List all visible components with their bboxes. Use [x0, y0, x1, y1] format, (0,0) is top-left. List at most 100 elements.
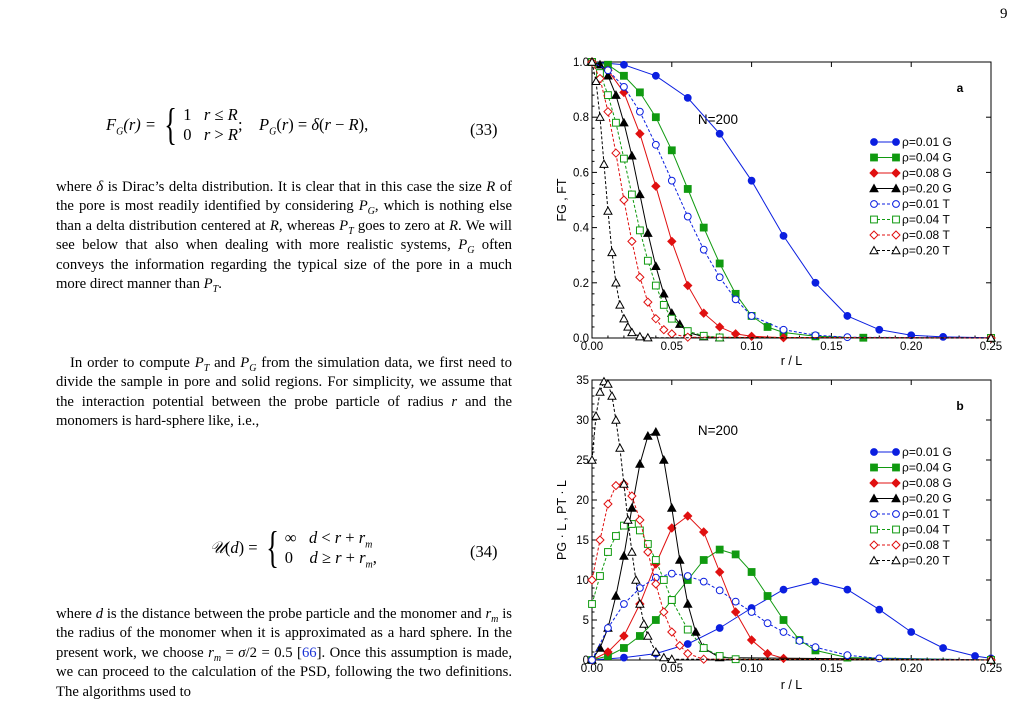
- data-point: [875, 654, 884, 663]
- data-point: [779, 231, 788, 240]
- series-line: [591, 483, 992, 661]
- data-point: [683, 93, 692, 102]
- data-point: [746, 635, 757, 645]
- legend-marker: [892, 525, 900, 534]
- legend-entry: ρ=0.08 G: [902, 166, 952, 180]
- data-point: [939, 644, 948, 652]
- paragraph-2: In order to compute PT and PG from the s…: [56, 355, 512, 430]
- legend-marker: [870, 215, 878, 224]
- data-point: [811, 643, 820, 652]
- y-tick-label: 5: [583, 615, 589, 627]
- legend-entry: ρ=0.01 G: [902, 445, 952, 459]
- x-tick-label: 0.10: [740, 663, 762, 675]
- x-tick-label: 0.00: [581, 663, 603, 675]
- data-point: [667, 236, 677, 247]
- data-point: [650, 426, 661, 436]
- legend-marker: [892, 215, 900, 224]
- data-point: [875, 325, 884, 334]
- data-point: [619, 195, 629, 205]
- legend-entry: ρ=0.20 G: [902, 182, 952, 196]
- data-point: [615, 299, 625, 309]
- legend-entry: ρ=0.01 T: [902, 507, 951, 521]
- data-point: [635, 189, 645, 199]
- data-point: [619, 313, 629, 323]
- y-tick-label: 0.0: [573, 333, 589, 345]
- data-point: [731, 550, 740, 559]
- y-tick-label: 0.2: [573, 278, 589, 290]
- data-point: [631, 574, 641, 584]
- data-point: [675, 640, 685, 651]
- series---0.08-T: [587, 57, 996, 343]
- data-point: [699, 556, 708, 564]
- data-point: [635, 272, 645, 282]
- data-point: [595, 386, 605, 396]
- data-point: [612, 118, 620, 127]
- data-point: [591, 76, 601, 86]
- data-point: [747, 568, 756, 576]
- data-point: [635, 107, 644, 116]
- data-point: [603, 499, 613, 509]
- data-point: [643, 332, 653, 342]
- data-point: [779, 585, 788, 594]
- data-point: [620, 71, 628, 80]
- data-point: [643, 297, 653, 307]
- data-point: [667, 596, 676, 604]
- legend-marker: [869, 168, 879, 178]
- data-point: [683, 332, 693, 342]
- data-point: [651, 113, 660, 122]
- data-point: [603, 647, 613, 657]
- data-point: [683, 572, 692, 580]
- legend-marker: [870, 448, 878, 456]
- data-point: [699, 577, 708, 586]
- data-point: [651, 313, 661, 324]
- data-point: [599, 159, 609, 168]
- data-point: [699, 245, 708, 254]
- legend-marker: [891, 493, 901, 503]
- data-point: [650, 261, 661, 270]
- equation-34: 𝒰(d) = { ∞ d < r + rm 0 d ≥ r + rm,: [210, 523, 377, 572]
- data-point: [763, 323, 772, 331]
- data-point: [627, 150, 637, 160]
- data-point: [620, 154, 628, 163]
- data-point: [615, 442, 625, 452]
- paragraph-1: where δ is Dirac’s delta distribution. I…: [56, 179, 512, 295]
- y-tick-label: 0.8: [573, 112, 589, 124]
- data-point: [588, 600, 596, 608]
- data-point: [619, 550, 629, 560]
- data-point: [607, 390, 617, 400]
- data-point: [587, 575, 597, 585]
- series-line: [591, 61, 992, 339]
- x-axis-label: r / L: [781, 354, 803, 368]
- data-point: [635, 515, 645, 525]
- data-point: [591, 410, 601, 420]
- data-point: [643, 256, 652, 265]
- data-point: [635, 598, 645, 608]
- citation-link[interactable]: 66: [301, 644, 317, 661]
- y-tick-label: 0: [583, 655, 589, 667]
- data-point: [683, 280, 693, 291]
- data-point: [907, 628, 916, 636]
- data-point: [659, 576, 668, 584]
- data-point: [986, 654, 996, 664]
- data-point: [699, 308, 709, 318]
- data-point: [971, 652, 979, 660]
- y-tick-label: 15: [576, 535, 589, 547]
- data-point: [612, 532, 620, 540]
- data-point: [611, 148, 621, 158]
- legend-entry: ρ=0.04 G: [902, 151, 952, 165]
- legend-marker: [869, 230, 879, 240]
- data-point: [682, 598, 693, 608]
- data-point: [620, 60, 628, 69]
- data-point: [595, 59, 605, 69]
- data-point: [635, 526, 644, 535]
- data-point: [747, 312, 756, 320]
- data-point: [651, 556, 660, 564]
- data-point: [683, 625, 692, 634]
- legend-marker: [891, 478, 901, 488]
- data-point: [690, 626, 701, 636]
- data-point: [611, 590, 621, 600]
- data-point: [651, 71, 660, 80]
- data-point: [659, 325, 669, 335]
- equation-33-number: (33): [470, 120, 498, 139]
- data-point: [811, 577, 820, 586]
